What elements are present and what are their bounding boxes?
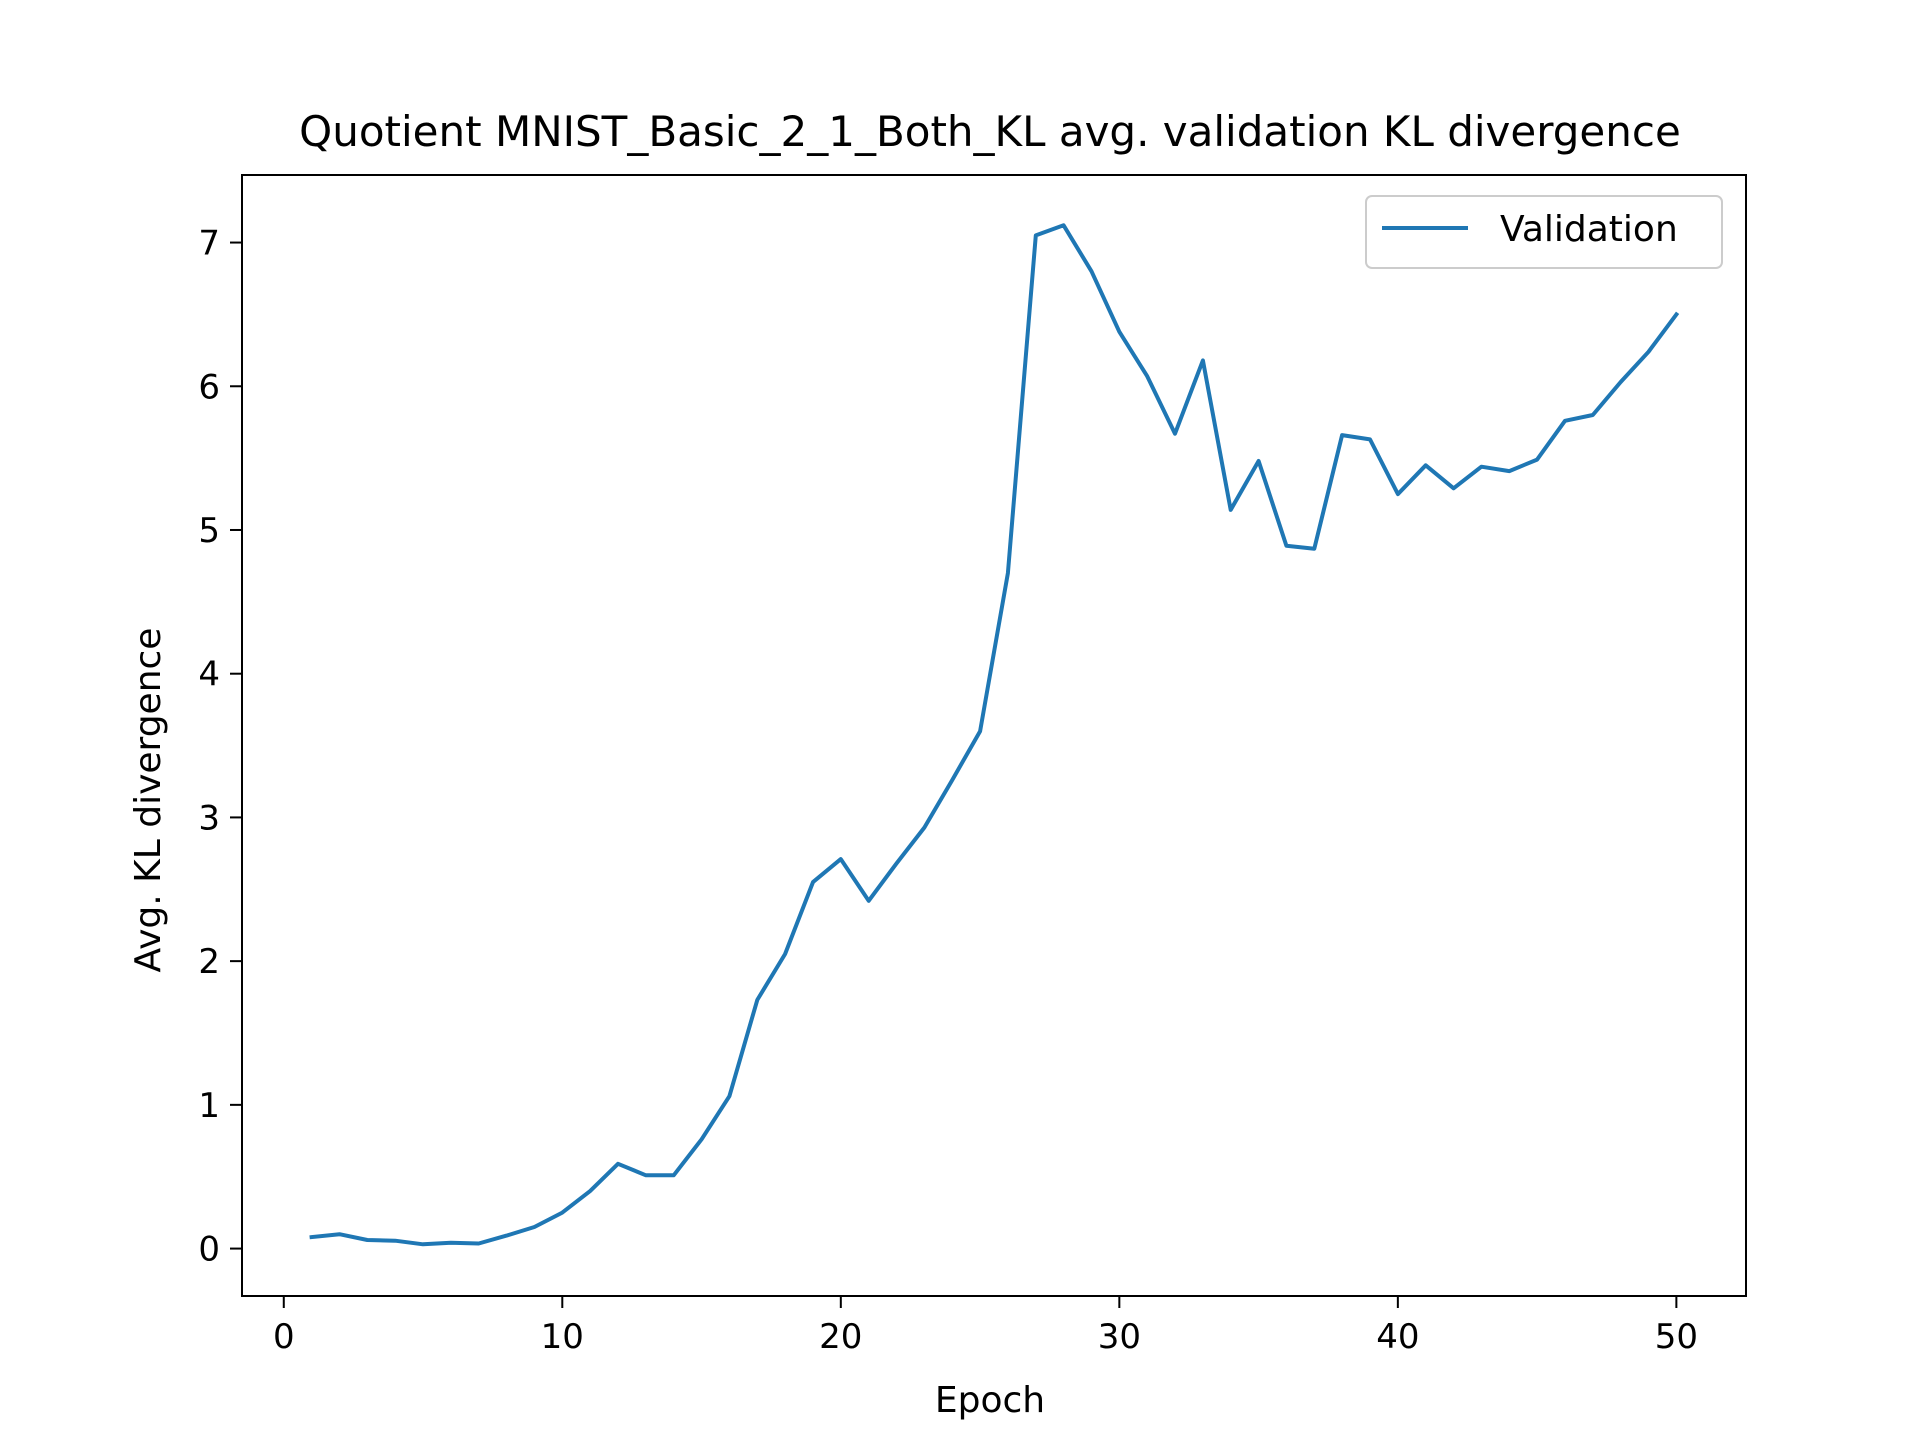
x-tick-label: 50 — [1655, 1317, 1698, 1357]
y-tick-label: 3 — [198, 798, 220, 838]
chart-title: Quotient MNIST_Basic_2_1_Both_KL avg. va… — [299, 107, 1681, 156]
x-tick-label: 10 — [541, 1317, 584, 1357]
y-tick-label: 1 — [198, 1086, 220, 1126]
series-line-validation — [309, 223, 1680, 1247]
axes-layer: 0 10 20 30 40 50 0 1 2 3 4 5 6 7 — [198, 174, 1747, 1357]
plot-layer — [309, 223, 1680, 1247]
y-tick-label: 0 — [198, 1230, 220, 1270]
x-tick-label: 40 — [1376, 1317, 1419, 1357]
legend-label-validation: Validation — [1500, 209, 1678, 250]
y-tick-label: 7 — [198, 224, 220, 264]
x-tick-label: 0 — [273, 1317, 295, 1357]
x-axis-label: Epoch — [935, 1380, 1045, 1421]
x-tick-label: 20 — [819, 1317, 862, 1357]
y-tick-label: 5 — [198, 511, 220, 551]
x-tick-label: 30 — [1098, 1317, 1141, 1357]
y-tick-label: 4 — [198, 655, 220, 695]
y-tick-label: 6 — [198, 367, 220, 407]
legend-frame — [1365, 195, 1723, 269]
y-axis-label: Avg. KL divergence — [128, 628, 169, 973]
legend: Validation — [1365, 195, 1723, 269]
y-tick-label: 2 — [198, 942, 220, 982]
plot-frame — [241, 174, 1747, 1297]
